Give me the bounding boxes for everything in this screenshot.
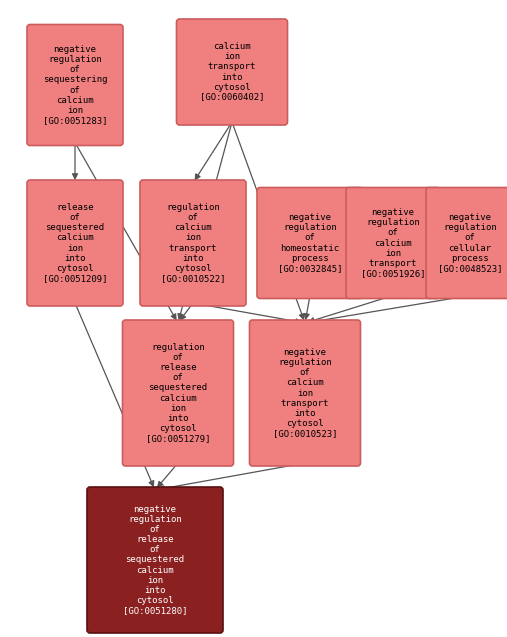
Text: negative
regulation
of
calcium
ion
transport
[GO:0051926]: negative regulation of calcium ion trans… <box>361 208 425 278</box>
FancyBboxPatch shape <box>87 487 223 633</box>
Text: negative
regulation
of
calcium
ion
transport
into
cytosol
[GO:0010523]: negative regulation of calcium ion trans… <box>273 348 337 438</box>
Text: release
of
sequestered
calcium
ion
into
cytosol
[GO:0051209]: release of sequestered calcium ion into … <box>43 203 107 283</box>
Text: regulation
of
release
of
sequestered
calcium
ion
into
cytosol
[GO:0051279]: regulation of release of sequestered cal… <box>146 343 210 443</box>
FancyBboxPatch shape <box>27 180 123 306</box>
FancyBboxPatch shape <box>346 187 440 299</box>
Text: negative
regulation
of
cellular
process
[GO:0048523]: negative regulation of cellular process … <box>438 213 502 273</box>
FancyBboxPatch shape <box>426 187 507 299</box>
FancyBboxPatch shape <box>140 180 246 306</box>
FancyBboxPatch shape <box>27 24 123 145</box>
Text: negative
regulation
of
release
of
sequestered
calcium
ion
into
cytosol
[GO:00512: negative regulation of release of seques… <box>123 505 187 615</box>
FancyBboxPatch shape <box>249 320 360 466</box>
FancyBboxPatch shape <box>176 19 287 125</box>
Text: negative
regulation
of
homeostatic
process
[GO:0032845]: negative regulation of homeostatic proce… <box>278 213 342 273</box>
Text: regulation
of
calcium
ion
transport
into
cytosol
[GO:0010522]: regulation of calcium ion transport into… <box>161 203 225 283</box>
FancyBboxPatch shape <box>257 187 363 299</box>
Text: negative
regulation
of
sequestering
of
calcium
ion
[GO:0051283]: negative regulation of sequestering of c… <box>43 45 107 125</box>
Text: calcium
ion
transport
into
cytosol
[GO:0060402]: calcium ion transport into cytosol [GO:0… <box>200 43 264 102</box>
FancyBboxPatch shape <box>123 320 234 466</box>
